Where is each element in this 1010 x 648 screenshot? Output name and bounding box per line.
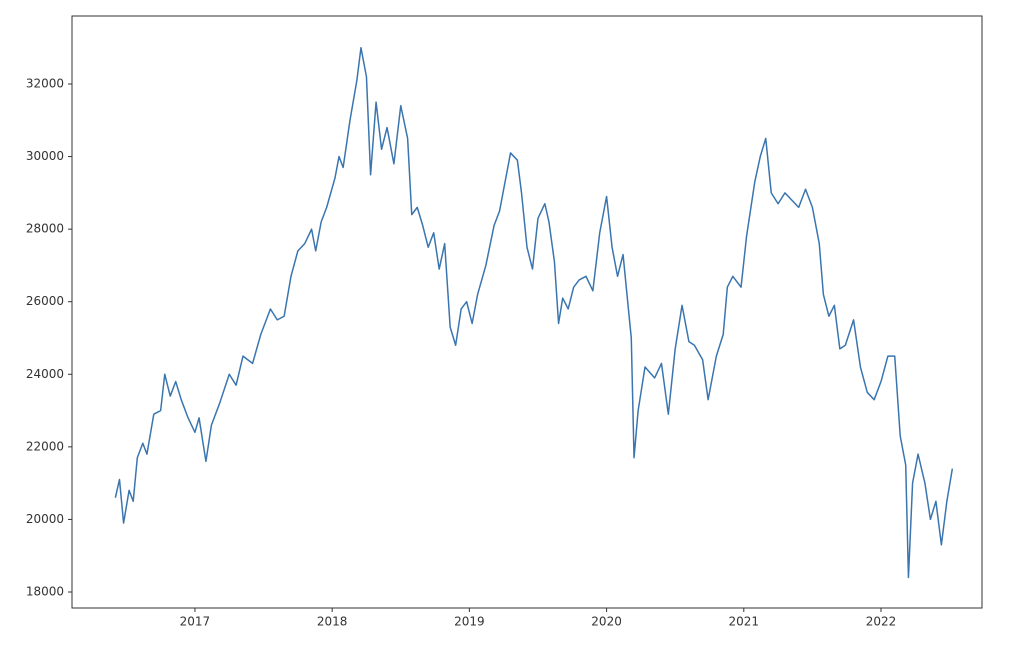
x-tick-label: 2022 (866, 615, 897, 629)
plot-frame (71, 15, 983, 609)
y-tick-label: 22000 (26, 439, 64, 453)
y-tick-label: 32000 (26, 76, 64, 90)
y-tick-label: 28000 (26, 222, 64, 236)
x-tick-label: 2020 (591, 615, 622, 629)
line-series (114, 46, 954, 579)
x-tick-label: 2019 (454, 615, 485, 629)
y-tick-label: 24000 (26, 367, 64, 381)
y-tick-label: 20000 (26, 512, 64, 526)
x-tick-label: 2017 (180, 615, 211, 629)
y-tick-label: 18000 (26, 584, 64, 598)
x-tick-label: 2021 (729, 615, 760, 629)
y-tick-label: 30000 (26, 149, 64, 163)
y-tick-label: 26000 (26, 294, 64, 308)
x-tick-label: 2018 (317, 615, 348, 629)
